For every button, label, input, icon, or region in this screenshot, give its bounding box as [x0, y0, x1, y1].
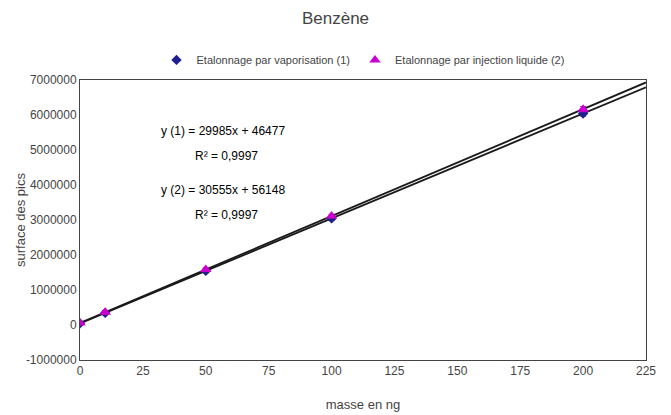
svg-text:Etalonnage par vaporisation (1: Etalonnage par vaporisation (1) — [197, 54, 350, 66]
svg-text:R² = 0,9997: R² = 0,9997 — [195, 208, 258, 222]
svg-text:R² = 0,9997: R² = 0,9997 — [195, 149, 258, 163]
svg-text:200: 200 — [573, 364, 593, 378]
svg-text:225: 225 — [636, 364, 656, 378]
svg-text:y (1) = 29985x + 46477: y (1) = 29985x + 46477 — [161, 124, 285, 138]
svg-text:-1000000: -1000000 — [26, 353, 77, 367]
svg-text:7000000: 7000000 — [30, 73, 77, 87]
svg-text:Etalonnage par injection liqui: Etalonnage par injection liquide (2) — [395, 54, 564, 66]
svg-text:75: 75 — [262, 364, 276, 378]
svg-text:Benzène: Benzène — [302, 9, 369, 28]
svg-text:3000000: 3000000 — [30, 213, 77, 227]
svg-text:150: 150 — [447, 364, 467, 378]
svg-text:125: 125 — [384, 364, 404, 378]
svg-text:175: 175 — [510, 364, 530, 378]
svg-text:6000000: 6000000 — [30, 108, 77, 122]
svg-text:4000000: 4000000 — [30, 178, 77, 192]
svg-text:2000000: 2000000 — [30, 248, 77, 262]
svg-text:0: 0 — [70, 318, 77, 332]
svg-text:100: 100 — [322, 364, 342, 378]
svg-text:50: 50 — [199, 364, 213, 378]
svg-text:25: 25 — [136, 364, 150, 378]
svg-text:surface des pics: surface des pics — [13, 173, 28, 267]
svg-text:1000000: 1000000 — [30, 283, 77, 297]
svg-text:y (2) = 30555x + 56148: y (2) = 30555x + 56148 — [161, 183, 285, 197]
svg-text:5000000: 5000000 — [30, 143, 77, 157]
svg-text:masse en ng: masse en ng — [326, 397, 400, 412]
svg-text:0: 0 — [77, 364, 84, 378]
